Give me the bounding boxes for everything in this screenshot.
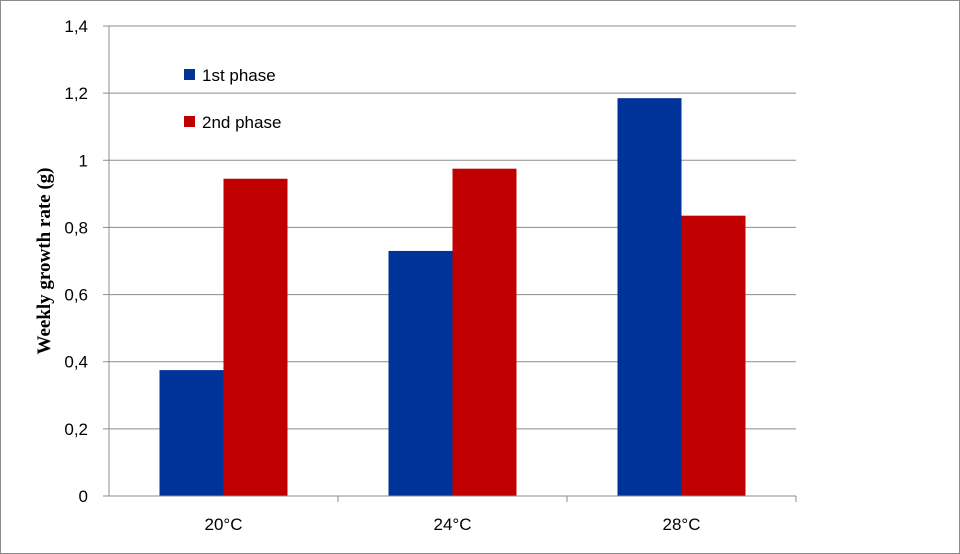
bar-series-2	[223, 178, 288, 496]
y-axis-title: Weekly growth rate (g)	[34, 168, 55, 355]
legend: 1st phase 2nd phase	[184, 66, 281, 132]
x-tick-label: 24°C	[434, 515, 472, 534]
y-tick-label: 0,4	[64, 353, 88, 372]
y-tick-label: 1,2	[64, 84, 88, 103]
bar-series-1	[159, 370, 224, 496]
bar-series-2	[452, 168, 517, 496]
y-tick-labels: 0 0,2 0,4 0,6 0,8 1 1,2 1,4	[64, 17, 88, 506]
y-tick-label: 1,4	[64, 17, 88, 36]
bar-series-2	[681, 215, 746, 496]
legend-swatch	[184, 69, 195, 80]
axes	[108, 26, 796, 497]
y-tick-label: 0,2	[64, 420, 88, 439]
legend-label: 2nd phase	[202, 113, 281, 132]
legend-label: 1st phase	[202, 66, 276, 85]
y-tick-label: 0,6	[64, 286, 88, 305]
y-tick-label: 0,8	[64, 218, 88, 237]
x-tick-label: 28°C	[663, 515, 701, 534]
y-tick-label: 1	[79, 151, 88, 170]
bar-series-1	[617, 98, 682, 496]
legend-swatch	[184, 116, 195, 127]
x-tick-label: 20°C	[205, 515, 243, 534]
y-tick-label: 0	[79, 487, 88, 506]
bar-series-1	[388, 250, 453, 496]
bars	[159, 98, 746, 496]
x-tick-labels: 20°C 24°C 28°C	[205, 515, 701, 534]
